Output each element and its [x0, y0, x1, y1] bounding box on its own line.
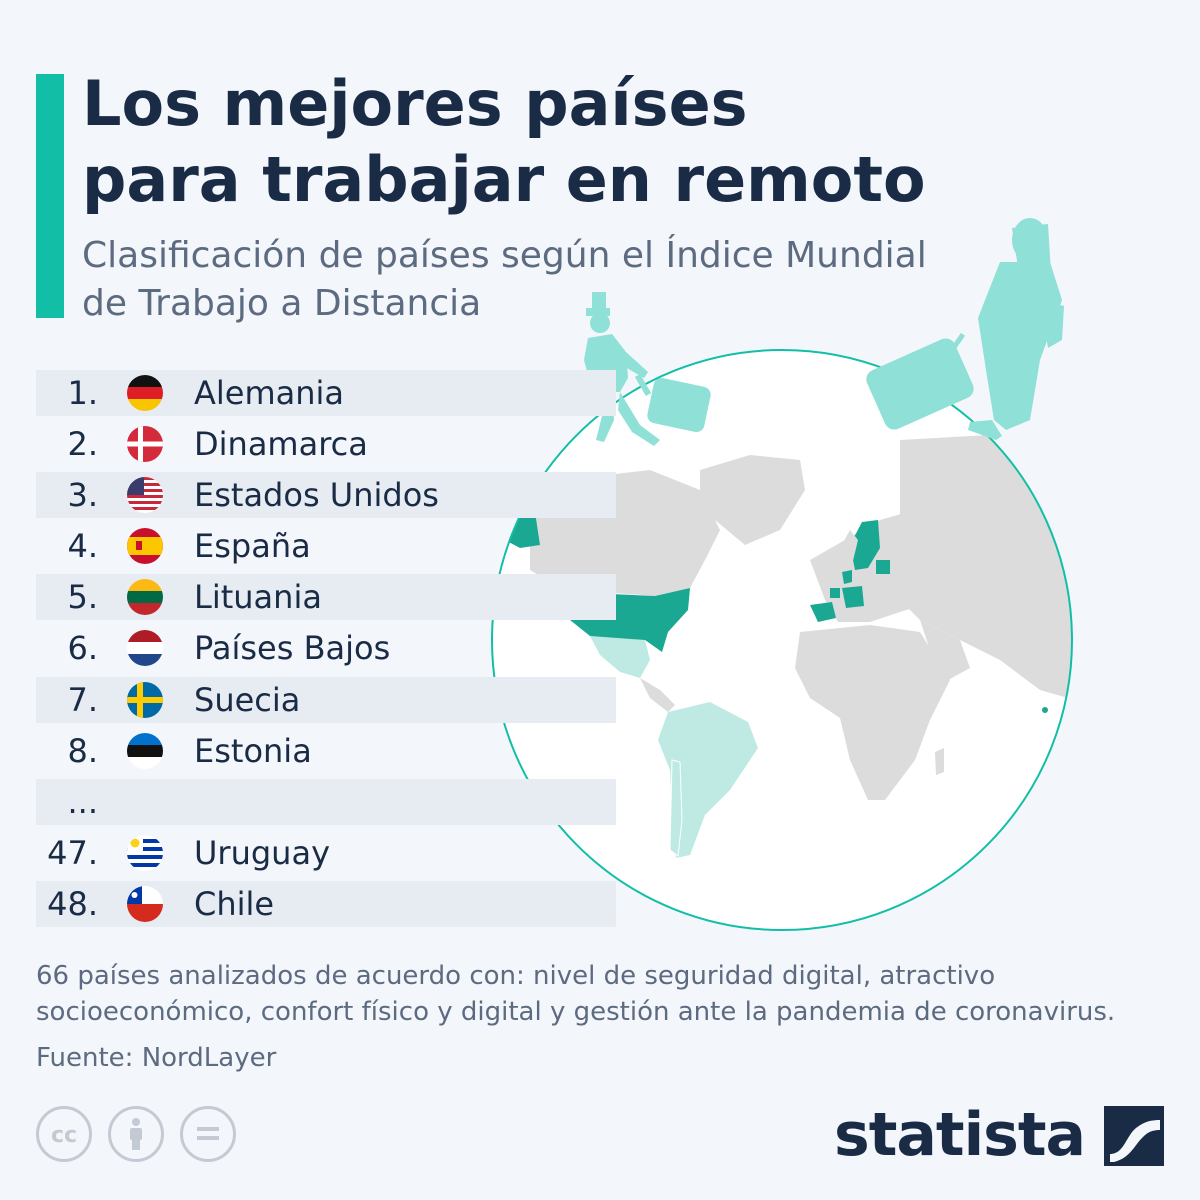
no-derivatives-icon[interactable] — [180, 1106, 236, 1162]
footnote-line-2: socioeconómico, confort físico y digital… — [36, 997, 1116, 1027]
accent-bar — [36, 74, 64, 318]
title-line-1: Los mejores países — [82, 67, 748, 140]
rank-number: 3. — [67, 476, 98, 515]
chile-flag-icon — [127, 885, 163, 922]
page-title: Los mejores países para trabajar en remo… — [82, 66, 982, 218]
landmass-estonia-lithuania — [876, 560, 890, 574]
ranking-list: 1. Alemania 2. Dinamarca 3. Estados Unidos 4. E… — [36, 370, 616, 932]
rank-number: 2. — [67, 425, 98, 464]
country-name: Estonia — [194, 731, 312, 770]
uruguay-flag-icon — [127, 834, 163, 871]
title-line-2: para trabajar en remoto — [82, 143, 926, 216]
ranking-row: 6. Países Bajos — [36, 625, 616, 671]
landmass-central-america — [640, 678, 675, 712]
denmark-flag-icon — [127, 426, 163, 463]
creative-commons-icon[interactable]: cc — [36, 1106, 92, 1162]
statista-wordmark: statista — [834, 1100, 1086, 1170]
ranking-row: 47. Uruguay — [36, 830, 616, 876]
subtitle-line-2: de Trabajo a Distancia — [82, 283, 482, 324]
germany-flag-icon — [127, 375, 163, 411]
country-name: Suecia — [194, 680, 301, 719]
attribution-icon[interactable] — [108, 1106, 164, 1162]
country-name: Uruguay — [194, 833, 330, 872]
rank-number: 47. — [47, 833, 98, 872]
ranking-row: 48. Chile — [36, 880, 616, 927]
netherlands-flag-icon — [127, 630, 163, 667]
landmass-madagascar — [935, 748, 944, 775]
rank-number: 8. — [67, 731, 98, 770]
country-name: Alemania — [194, 374, 345, 412]
country-name: Dinamarca — [194, 425, 368, 464]
singapore-dot — [1042, 707, 1048, 713]
rank-number: 7. — [67, 680, 98, 719]
ranking-row: 4. España — [36, 523, 616, 569]
landmass-denmark — [842, 570, 852, 584]
rank-number: 4. — [67, 527, 98, 566]
estonia-flag-icon — [127, 732, 163, 769]
spain-flag-icon — [127, 528, 163, 565]
country-name: España — [194, 527, 311, 566]
landmass-sweden — [850, 520, 880, 570]
sweden-flag-icon — [127, 681, 163, 718]
lithuania-flag-icon — [127, 579, 163, 616]
source-note: Fuente: NordLayer — [36, 1043, 277, 1073]
rank-number: 48. — [47, 884, 98, 923]
world-map-illustration — [491, 218, 1073, 931]
country-name: Estados Unidos — [194, 476, 439, 515]
rank-number: 6. — [67, 629, 98, 668]
svg-text:cc: cc — [51, 1123, 77, 1148]
ranking-row: 8. Estonia — [36, 728, 616, 774]
country-name: Países Bajos — [194, 629, 391, 668]
rank-number: ... — [67, 782, 98, 821]
landmass-africa — [795, 625, 950, 800]
ranking-row: 2. Dinamarca — [36, 421, 616, 467]
statista-logo[interactable]: statista — [834, 1100, 1164, 1170]
landmass-germany — [842, 586, 864, 608]
landmass-asia — [900, 430, 1072, 700]
ranking-row: ... — [36, 778, 616, 825]
ranking-row: 5. Lituania — [36, 574, 616, 621]
landmass-spain — [810, 602, 836, 622]
ranking-row: 1. Alemania — [36, 370, 616, 416]
usa-flag-icon — [127, 477, 163, 514]
rank-number: 1. — [67, 374, 98, 412]
country-name: Chile — [194, 884, 275, 923]
statista-mark-icon — [1104, 1106, 1164, 1166]
ranking-row: 3. Estados Unidos — [36, 472, 616, 519]
landmass-norway — [840, 530, 858, 566]
page-subtitle: Clasificación de países según el Índice … — [82, 232, 982, 328]
landmass-netherlands — [830, 588, 840, 598]
landmass-greenland — [700, 455, 805, 545]
landmass-middle-east — [920, 620, 970, 680]
globe-outline — [491, 349, 1073, 931]
landmass-chile — [669, 759, 683, 857]
country-name: Lituania — [194, 578, 322, 617]
subtitle-line-1: Clasificación de países según el Índice … — [82, 235, 927, 276]
traveller-woman-illustration — [866, 218, 1064, 440]
landmass-mexico — [590, 636, 650, 678]
footnote-line-1: 66 países analizados de acuerdo con: niv… — [36, 961, 996, 991]
rank-number: 5. — [67, 578, 98, 617]
ranking-row: 7. Suecia — [36, 676, 616, 723]
footnote: 66 países analizados de acuerdo con: niv… — [36, 958, 1176, 1030]
landmass-south-america — [658, 702, 758, 858]
